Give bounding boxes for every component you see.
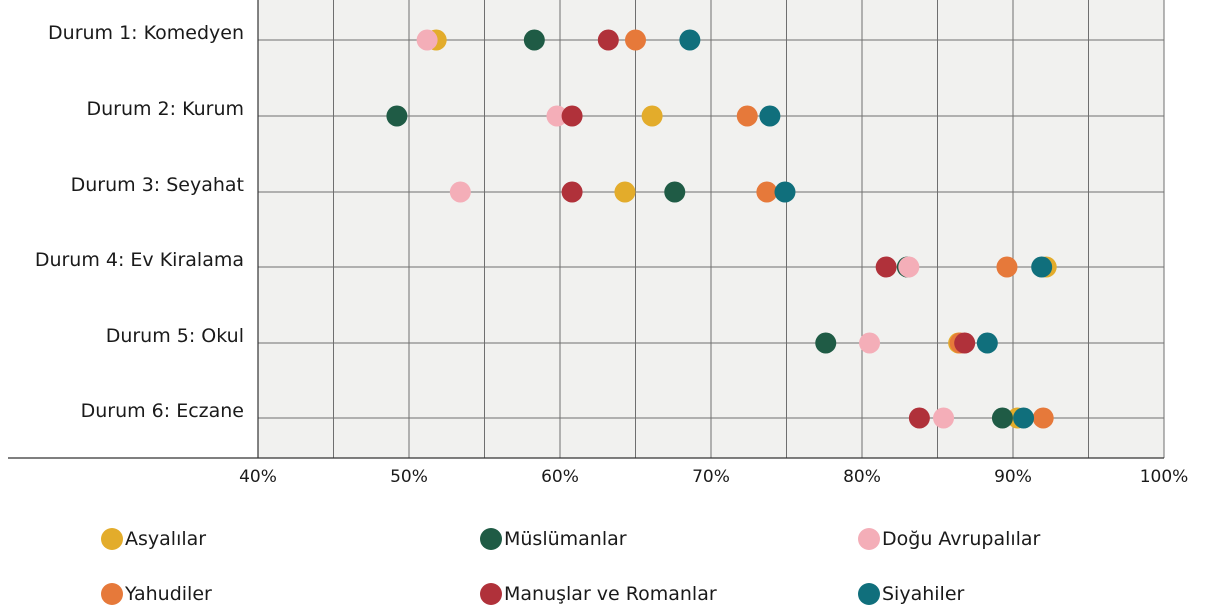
data-point [859,332,881,354]
data-point [449,181,471,203]
category-label: Durum 5: Okul [106,325,244,347]
data-point [875,256,897,278]
data-point [736,105,758,127]
data-point [996,256,1018,278]
data-point [774,181,796,203]
data-point [756,181,778,203]
data-point [561,105,583,127]
data-point [976,332,998,354]
data-point [1032,407,1054,429]
category-labels: Durum 1: Komedyen Durum 2: Kurum Durum 3: … [35,22,244,422]
data-point [625,29,646,51]
data-point [523,29,545,51]
data-point [679,29,701,51]
data-point [641,105,663,127]
x-tick-label: 100% [1140,467,1189,487]
category-label: Durum 2: Kurum [86,98,244,120]
x-tick-label: 40% [239,467,277,487]
data-point [1013,407,1035,429]
category-label: Durum 6: Eczane [81,400,244,422]
vertical-gridlines [333,0,1165,458]
x-tick-label: 50% [390,467,428,487]
data-point [386,105,408,127]
data-point [664,181,686,203]
x-tick-label: 80% [843,467,881,487]
data-point [1031,256,1053,278]
data-point [954,332,976,354]
data-points [386,29,1057,429]
data-point [546,105,568,127]
x-tick-labels: 40% 50% 60% 70% 80% 90% 100% [239,467,1188,487]
data-point [597,29,619,51]
data-point [416,29,438,51]
data-point [759,105,781,127]
category-label: Durum 3: Seyahat [71,174,244,196]
category-label: Durum 1: Komedyen [48,22,244,44]
x-tick-label: 70% [692,467,730,487]
x-tick-label: 60% [541,467,579,487]
data-point [898,256,920,278]
data-point [614,181,636,203]
data-point [561,181,583,203]
data-point [815,332,837,354]
x-tick-label: 90% [994,467,1032,487]
data-point [908,407,930,429]
data-point [991,407,1013,429]
category-label: Durum 4: Ev Kiralama [35,249,244,271]
data-point [933,407,955,429]
